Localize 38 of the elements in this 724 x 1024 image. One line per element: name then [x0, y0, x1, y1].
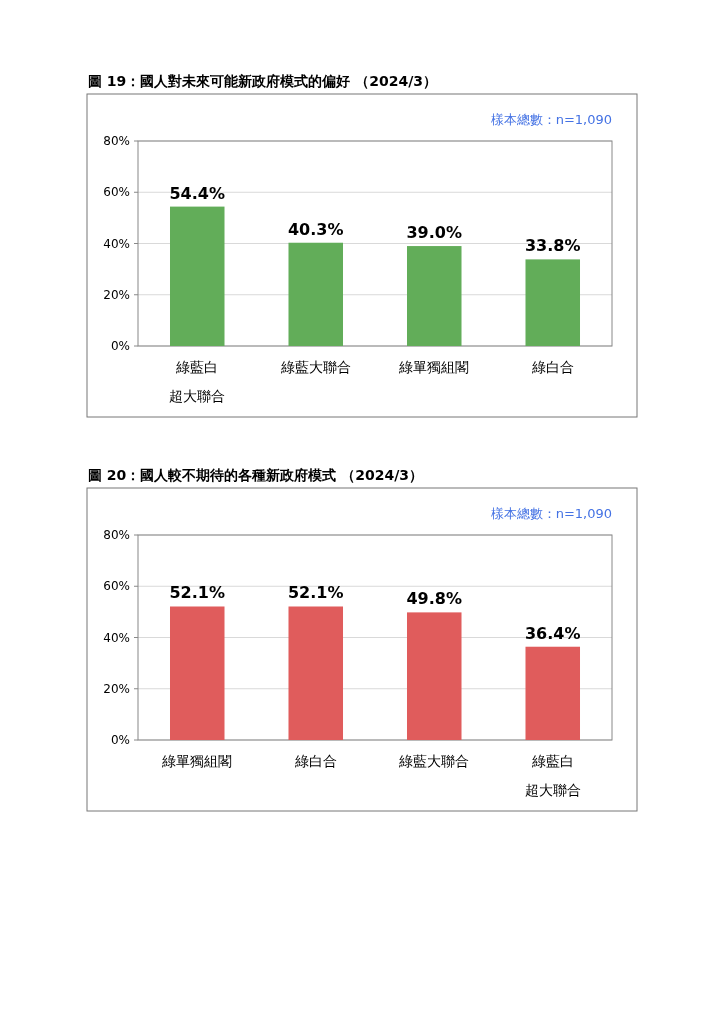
y-tick-label: 40% — [103, 630, 130, 645]
data-label: 36.4% — [524, 623, 581, 643]
bar — [525, 259, 581, 346]
y-tick-label: 20% — [103, 681, 130, 696]
bar — [407, 246, 462, 346]
y-tick-label: 40% — [103, 236, 130, 251]
y-tick-label: 80% — [103, 528, 130, 543]
y-tick-label: 20% — [103, 287, 130, 302]
x-tick-label: 綠藍白超大聯合 — [169, 359, 226, 404]
data-label: 40.3% — [287, 219, 344, 239]
chart-title: 圖 19：國人對未來可能新政府模式的偏好 （2024/3） — [88, 73, 438, 89]
bar — [170, 206, 225, 346]
data-label: 49.8% — [406, 589, 463, 609]
data-label: 52.1% — [169, 583, 226, 603]
x-tick-label: 綠藍大聯合 — [398, 753, 470, 769]
data-label: 52.1% — [287, 583, 344, 603]
bar — [288, 242, 344, 346]
chart-title: 圖 20：國人較不期待的各種新政府模式 （2024/3） — [88, 467, 424, 483]
y-tick-label: 0% — [110, 733, 130, 748]
bar — [407, 612, 462, 740]
y-tick-label: 80% — [103, 134, 130, 149]
y-tick-label: 60% — [103, 579, 130, 594]
bar — [525, 646, 581, 740]
text: 樣本總數：n=1,090 — [490, 506, 612, 521]
y-tick-label: 0% — [110, 339, 130, 354]
data-label: 33.8% — [524, 236, 581, 256]
bar — [170, 606, 225, 740]
x-tick-label: 綠白合 — [530, 359, 574, 375]
x-tick-label: 綠白合 — [293, 753, 337, 769]
x-tick-label: 綠單獨組閣 — [161, 753, 233, 769]
text: 樣本總數：n=1,090 — [490, 112, 612, 127]
x-tick-label: 綠藍大聯合 — [279, 359, 351, 375]
bar — [288, 606, 344, 740]
data-label: 54.4% — [169, 183, 226, 203]
data-label: 39.0% — [406, 223, 463, 243]
x-tick-label: 綠單獨組閣 — [398, 359, 470, 375]
x-tick-label: 綠藍白超大聯合 — [524, 753, 581, 798]
y-tick-label: 60% — [103, 185, 130, 200]
